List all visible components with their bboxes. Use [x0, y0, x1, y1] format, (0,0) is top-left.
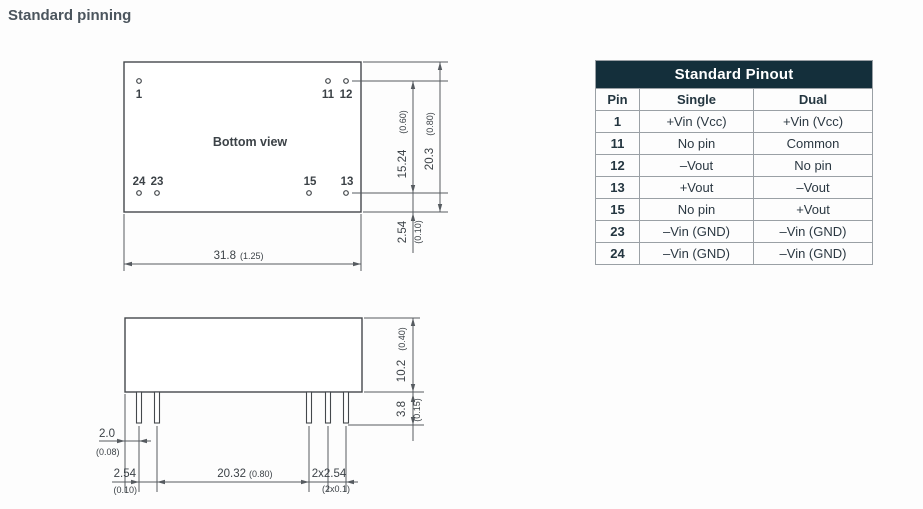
column-header-pin: Pin	[595, 88, 640, 111]
cell-pin: 13	[595, 176, 640, 199]
cell-pin: 11	[595, 132, 640, 155]
mechanical-drawing: 1 11 12 24 23 15 13 Bottom view 15.24 (0…	[96, 61, 448, 495]
dim-dual-pitch-mm: 2x2.54	[312, 468, 347, 480]
dim-pin-length-in: (0.15)	[412, 398, 422, 422]
cell-pin: 1	[595, 110, 640, 133]
dim-edge-to-pin-mm: 2.0	[99, 428, 115, 440]
pin-12-hole	[343, 78, 349, 84]
table-row: 12 –Vout No pin	[595, 154, 874, 177]
package-outline-side-view	[124, 317, 363, 393]
pinout-table-title: Standard Pinout	[594, 60, 874, 89]
pin-24-hole	[136, 190, 142, 196]
column-header-dual: Dual	[752, 88, 874, 111]
dim-pin-rows-mm: 15.24	[397, 149, 409, 178]
cell-single: –Vin (GND)	[639, 220, 754, 243]
dim-height-in: (0.80)	[425, 112, 435, 136]
cell-dual: +Vin (Vcc)	[752, 110, 874, 133]
pin-12-label: 12	[340, 89, 353, 101]
dim-pin-length-mm: 3.8	[396, 401, 408, 417]
table-row: 13 +Vout –Vout	[595, 176, 874, 199]
table-row: 15 No pin +Vout	[595, 198, 874, 221]
pin-15-hole	[306, 190, 312, 196]
bottom-view-drawing: 1 11 12 24 23 15 13 Bottom view 15.24 (0…	[123, 61, 448, 271]
cell-single: –Vout	[639, 154, 754, 177]
pin-23-label: 23	[151, 176, 164, 188]
pin-15-label: 15	[304, 176, 317, 188]
page-title: Standard pinning	[8, 7, 132, 24]
cell-dual: –Vout	[752, 176, 874, 199]
table-row: 23 –Vin (GND) –Vin (GND)	[595, 220, 874, 243]
dim-pin-span-in: (0.80)	[249, 469, 273, 479]
dim-width-in: (1.25)	[240, 251, 264, 261]
side-pin-4	[324, 391, 332, 424]
standard-pinout-table: Standard Pinout Pin Single Dual 1 +Vin (…	[594, 60, 874, 265]
cell-pin: 23	[595, 220, 640, 243]
pin-24-label: 24	[133, 176, 146, 188]
dim-pin-rows-in: (0.60)	[398, 110, 408, 134]
dim-body-height-mm: 10.2	[396, 360, 408, 382]
dim-dual-pitch-in: (2x0.1)	[322, 484, 350, 494]
side-pin-2	[153, 391, 161, 424]
side-view-drawing: 10.2 (0.40) 3.8 (0.15) 2.0 (0.08) 2.54 (…	[96, 317, 424, 495]
pin-13-hole	[343, 190, 349, 196]
dim-width-mm: 31.8	[214, 250, 236, 262]
cell-dual: No pin	[752, 154, 874, 177]
pin-11-hole	[325, 78, 331, 84]
dim-pin-pitch-mm: 2.54	[114, 468, 137, 480]
dim-pin-span-mm: 20.32	[217, 468, 246, 480]
dim-pin-edge-mm: 2.54	[397, 220, 409, 243]
bottom-view-label: Bottom view	[213, 135, 288, 149]
side-pin-1	[135, 391, 143, 424]
dim-pin-edge-in: (0.10)	[413, 220, 423, 244]
bottom-view-dimension-lines	[123, 61, 448, 271]
cell-dual: –Vin (GND)	[752, 220, 874, 243]
cell-single: No pin	[639, 132, 754, 155]
side-view-pins	[135, 391, 350, 424]
pin-13-label: 13	[341, 176, 354, 188]
cell-dual: Common	[752, 132, 874, 155]
table-row: 11 No pin Common	[595, 132, 874, 155]
cell-pin: 12	[595, 154, 640, 177]
dim-edge-to-pin-in: (0.08)	[96, 447, 120, 457]
column-header-single: Single	[639, 88, 754, 111]
cell-pin: 15	[595, 198, 640, 221]
dim-pin-pitch-in: (0.10)	[113, 485, 137, 495]
table-row: 1 +Vin (Vcc) +Vin (Vcc)	[595, 110, 874, 133]
cell-dual: +Vout	[752, 198, 874, 221]
side-pin-5	[342, 391, 350, 424]
cell-dual: –Vin (GND)	[752, 242, 874, 265]
package-outline-bottom-view	[123, 61, 362, 213]
dim-height-mm: 20.3	[424, 148, 436, 170]
pin-circles	[136, 78, 349, 196]
cell-pin: 24	[595, 242, 640, 265]
pin-1-hole	[136, 78, 142, 84]
table-row: 24 –Vin (GND) –Vin (GND)	[595, 242, 874, 265]
pin-11-label: 11	[322, 89, 335, 101]
cell-single: +Vout	[639, 176, 754, 199]
side-pin-3	[305, 391, 313, 424]
cell-single: No pin	[639, 198, 754, 221]
cell-single: +Vin (Vcc)	[639, 110, 754, 133]
pin-1-label: 1	[136, 89, 143, 101]
dim-body-height-in: (0.40)	[397, 327, 407, 351]
cell-single: –Vin (GND)	[639, 242, 754, 265]
pinout-column-headers: Pin Single Dual	[595, 88, 874, 111]
pin-23-hole	[154, 190, 160, 196]
